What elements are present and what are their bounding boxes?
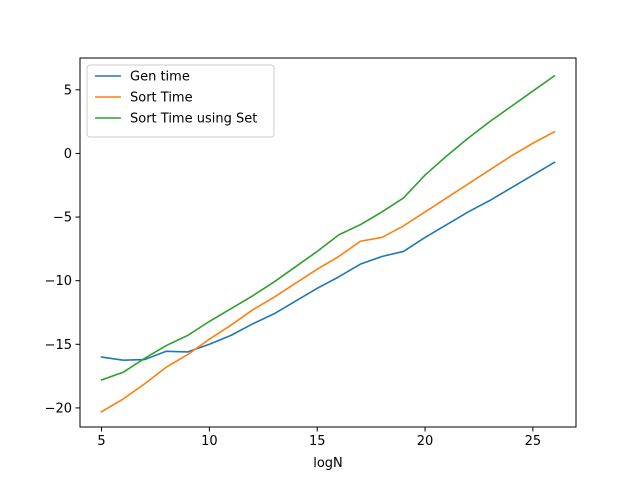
legend-label: Gen time xyxy=(130,70,190,85)
legend-label: Sort Time xyxy=(130,91,193,106)
series-line-2 xyxy=(100,130,556,413)
y-tick-label: −5 xyxy=(53,211,72,226)
legend-box xyxy=(86,64,275,138)
x-axis: 5 10 15 20 25 xyxy=(97,427,541,449)
x-tick-label: 20 xyxy=(417,434,434,449)
y-axis: 5 0 −5 −10 −15 −20 xyxy=(45,83,80,416)
series-line-1 xyxy=(100,161,556,362)
x-tick-label: 10 xyxy=(201,434,218,449)
legend: Gen time Sort Time Sort Time using Set xyxy=(86,64,275,138)
y-tick-label: −20 xyxy=(45,401,72,416)
y-tick-label: 5 xyxy=(64,83,72,98)
x-tick-label: 5 xyxy=(97,434,105,449)
x-tick-label: 25 xyxy=(525,434,542,449)
x-tick-label: 15 xyxy=(309,434,326,449)
plot-frame xyxy=(79,57,577,428)
legend-label: Sort Time using Set xyxy=(130,112,257,127)
series-line-3 xyxy=(100,74,556,381)
y-tick-label: 0 xyxy=(64,147,72,162)
series-layer xyxy=(100,74,556,413)
x-axis-label: logN xyxy=(313,456,343,471)
y-tick-label: −15 xyxy=(45,338,72,353)
y-tick-label: −10 xyxy=(45,274,72,289)
